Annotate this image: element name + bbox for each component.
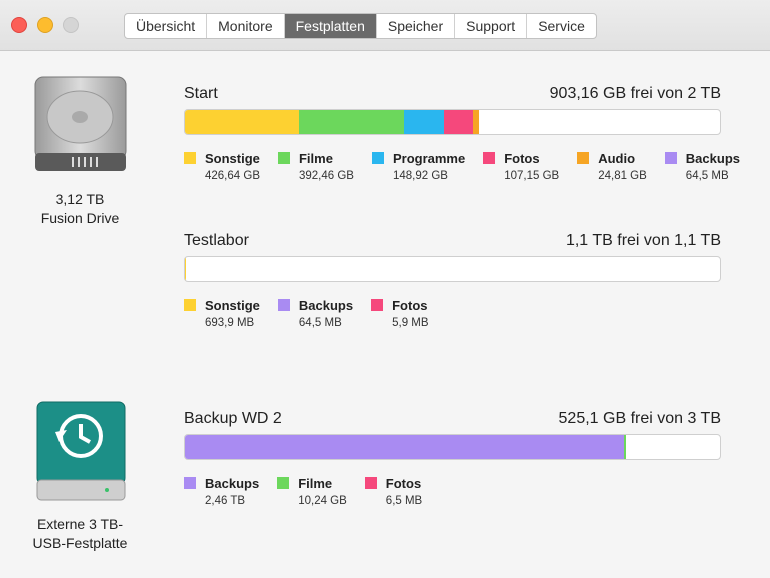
legend-size: 5,9 MB [392, 317, 429, 329]
legend-item: Filme 392,46 GB [277, 150, 354, 182]
legend-item: Fotos 6,5 MB [364, 475, 423, 507]
bar-segment [299, 110, 405, 134]
volume-name: Backup WD 2 [184, 410, 282, 427]
legend-swatch [664, 152, 677, 164]
legend: Sonstige 693,9 MB Backups 64,5 MB Fotos 5,9 M… [184, 297, 429, 329]
legend-swatch [483, 152, 496, 164]
legend-name: Fotos [483, 150, 559, 166]
bar-segment [185, 110, 300, 134]
bar-segment [472, 110, 480, 134]
legend-size: 64,5 MB [298, 317, 342, 329]
volume-info: 525,1 GB frei von 3 TB [558, 410, 721, 427]
legend-label: Fotos [385, 475, 422, 491]
legend-item: Sonstige 426,64 GB [184, 150, 260, 182]
volume-info: 903,16 GB frei von 2 TB [549, 85, 721, 102]
legend-item: Backups 2,46 TB [184, 475, 259, 507]
legend-name: Fotos [371, 297, 428, 313]
legend-label: Fotos [504, 150, 540, 166]
bar-segment [623, 435, 626, 459]
drive-label: USB-Festplatte [32, 535, 128, 551]
bar-segment [443, 110, 473, 134]
legend-name: Sonstige [184, 297, 260, 313]
legend-item: Sonstige 693,9 MB [184, 297, 260, 329]
legend-label: Filme [298, 475, 333, 491]
legend-size: 426,64 GB [205, 170, 260, 182]
legend-swatch [277, 152, 290, 164]
tab[interactable]: Festplatten [283, 14, 376, 38]
legend-size: 64,5 MB [685, 170, 729, 182]
legend-label: Filme [298, 150, 333, 166]
legend-name: Filme [277, 475, 347, 491]
storage-bar [184, 434, 721, 460]
legend-name: Fotos [364, 475, 422, 491]
legend-swatch [184, 477, 196, 489]
legend-size: 6,5 MB [385, 495, 423, 507]
legend: Backups 2,46 TB Filme 10,24 GB Fotos 6,5 MB [184, 475, 422, 507]
legend-size: 107,15 GB [504, 170, 560, 182]
tab[interactable]: Speicher [375, 14, 454, 38]
minimize-button[interactable] [37, 17, 53, 33]
title-bar: Übersicht Monitore Festplatten Speicher Supp… [0, 0, 770, 51]
legend-size: 693,9 MB [205, 317, 255, 329]
bar-segment [404, 110, 444, 134]
legend-swatch [371, 299, 384, 311]
legend-item: Audio 24,81 GB [577, 150, 647, 182]
legend-name: Filme [277, 150, 354, 166]
external-drive-icon [36, 401, 126, 501]
legend-item: Programme 148,92 GB [371, 150, 466, 182]
legend-label: Backups [298, 297, 354, 313]
volume-name: Testlabor [184, 232, 249, 249]
legend-swatch [371, 152, 384, 164]
volume-info: 1,1 TB frei von 1,1 TB [565, 232, 721, 249]
legend-name: Audio [577, 150, 647, 166]
legend-swatch [364, 477, 377, 489]
legend-item: Backups 64,5 MB [664, 150, 740, 182]
legend-name: Backups [277, 297, 354, 313]
legend-size: 24,81 GB [598, 170, 647, 182]
legend-item: Filme 10,24 GB [277, 475, 347, 507]
tab[interactable]: Service [526, 14, 596, 38]
legend-label: Backups [205, 475, 260, 491]
legend-size: 392,46 GB [298, 170, 354, 182]
legend-swatch [184, 299, 196, 311]
storage-bar [184, 109, 721, 135]
legend-name: Backups [664, 150, 740, 166]
drive-label: Externe 3 TB- [36, 516, 124, 532]
legend-label: Backups [685, 150, 740, 166]
legend-label: Sonstige [205, 297, 260, 313]
legend-name: Sonstige [184, 150, 260, 166]
legend-name: Backups [184, 475, 259, 491]
fusion-drive-icon [34, 76, 127, 171]
tab[interactable]: Monitore [206, 14, 283, 38]
zoom-button [63, 17, 79, 33]
legend-size: 148,92 GB [392, 170, 448, 182]
tab[interactable]: Support [454, 14, 526, 38]
legend-label: Sonstige [205, 150, 260, 166]
legend-swatch [277, 477, 290, 489]
legend-label: Programme [392, 150, 466, 166]
legend-item: Backups 64,5 MB [277, 297, 354, 329]
legend: Sonstige 426,64 GB Filme 392,46 GB Programme… [184, 150, 740, 182]
legend-size: 10,24 GB [298, 495, 347, 507]
legend-swatch [184, 152, 196, 164]
legend-item: Fotos 5,9 MB [371, 297, 429, 329]
tab-bar: Übersicht Monitore Festplatten Speicher Supp… [124, 13, 597, 39]
drive-label: Fusion Drive [40, 210, 120, 226]
legend-label: Fotos [392, 297, 428, 313]
drive-label: 3,12 TB [55, 191, 105, 207]
legend-size: 2,46 TB [205, 495, 246, 507]
bar-segment [185, 435, 624, 459]
legend-label: Audio [598, 150, 636, 166]
storage-bar [184, 256, 721, 282]
tab[interactable]: Übersicht [136, 18, 196, 34]
legend-swatch [577, 152, 590, 164]
legend-name: Programme [371, 150, 466, 166]
close-button[interactable] [11, 17, 27, 33]
volume-name: Start [184, 85, 218, 102]
legend-swatch [277, 299, 290, 311]
legend-item: Fotos 107,15 GB [483, 150, 559, 182]
